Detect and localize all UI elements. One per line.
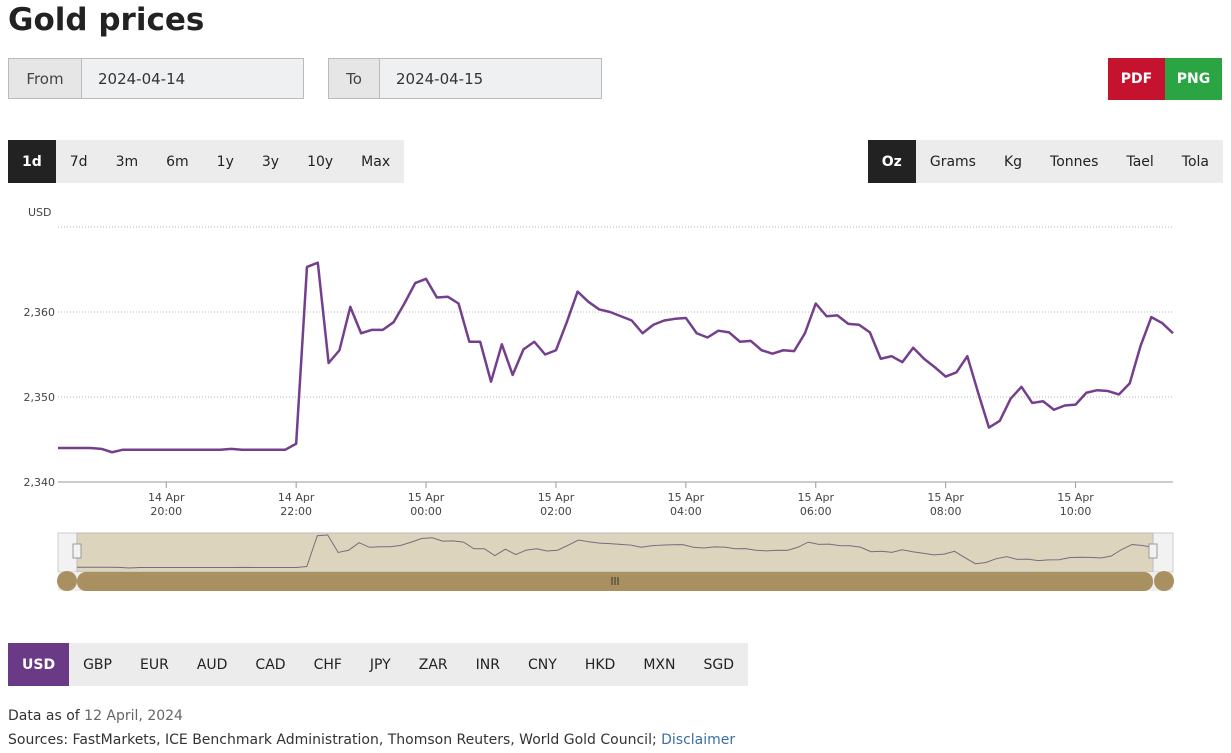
x-tick-time: 06:00 — [800, 505, 832, 518]
y-tick-label: 2,340 — [24, 476, 56, 489]
y-tick-label: 2,350 — [24, 391, 56, 404]
from-input[interactable]: 2024-04-14 — [82, 59, 303, 98]
x-tick-date: 14 Apr — [148, 491, 185, 504]
x-tick-time: 22:00 — [280, 505, 312, 518]
y-axis-label: USD — [28, 206, 52, 219]
currencie-button[interactable]: JPY — [369, 656, 391, 673]
currencie-button[interactable]: AUD — [196, 656, 228, 673]
navigator-handle — [72, 543, 82, 559]
x-tick-date: 15 Apr — [1057, 491, 1094, 504]
scroll-arrow — [57, 571, 77, 591]
currencie-button[interactable]: GBP — [83, 656, 112, 673]
range-button[interactable]: 3y — [261, 153, 280, 170]
data-date: 12 April, 2024 — [84, 708, 183, 724]
x-tick-date: 15 Apr — [408, 491, 445, 504]
to-field[interactable]: To 2024-04-15 — [328, 58, 602, 99]
currencie-button[interactable]: CAD — [255, 656, 286, 673]
unit-button[interactable]: Grams — [929, 153, 976, 170]
from-label: From — [9, 59, 82, 98]
export-button[interactable]: PNG — [1165, 58, 1222, 100]
x-tick-time: 20:00 — [150, 505, 182, 518]
from-field[interactable]: From 2024-04-14 — [8, 58, 304, 99]
to-input[interactable]: 2024-04-15 — [380, 59, 601, 98]
x-tick-date: 15 Apr — [798, 491, 835, 504]
currencie-button[interactable]: CNY — [528, 656, 557, 673]
range-button[interactable]: 1d — [8, 140, 56, 183]
page-title: Gold prices — [8, 2, 205, 38]
range-button[interactable]: 1y — [216, 153, 234, 170]
currencie-button[interactable]: INR — [475, 656, 500, 673]
currencie-button[interactable]: USD — [8, 643, 70, 686]
x-tick-date: 15 Apr — [538, 491, 575, 504]
currencie-button[interactable]: MXN — [643, 656, 676, 673]
currencie-button[interactable]: CHF — [313, 656, 342, 673]
disclaimer-link[interactable]: Disclaimer — [661, 732, 736, 748]
currency-bar: USD GBP EUR AUD CAD CHF JPY ZAR INR CNY HKD MXN SGD — [8, 643, 748, 686]
range-button[interactable]: 7d — [69, 153, 88, 170]
range-bar: 1d 7d 3m 6m 1y 3y 10y Max — [8, 140, 405, 183]
unit-button[interactable]: Tola — [1181, 153, 1209, 170]
export-button[interactable]: PDF — [1108, 58, 1165, 100]
data-as-of: Data as of 12 April, 2024 — [8, 708, 183, 724]
sources: Sources: FastMarkets, ICE Benchmark Admi… — [8, 732, 735, 748]
x-tick-time: 04:00 — [670, 505, 702, 518]
navigator-line — [77, 534, 1154, 569]
y-tick-label: 2,360 — [24, 306, 56, 319]
x-tick-time: 08:00 — [930, 505, 962, 518]
unit-button[interactable]: Oz — [867, 140, 916, 183]
range-button[interactable]: 6m — [166, 153, 189, 170]
export-buttons: PDF PNG — [1108, 58, 1222, 100]
unit-button[interactable]: Kg — [1003, 153, 1023, 170]
range-button[interactable]: 10y — [307, 153, 334, 170]
price-line — [58, 261, 1174, 454]
x-tick-date: 15 Apr — [927, 491, 964, 504]
thumb-grip — [611, 577, 619, 585]
currencie-button[interactable]: HKD — [584, 656, 616, 673]
range-button[interactable]: 3m — [115, 153, 139, 170]
sources-text: Sources: FastMarkets, ICE Benchmark Admi… — [8, 732, 657, 748]
navigator-window — [76, 532, 1154, 573]
x-tick-time: 10:00 — [1060, 505, 1092, 518]
unit-button[interactable]: Tonnes — [1050, 153, 1099, 170]
x-tick-date: 15 Apr — [668, 491, 705, 504]
x-tick-date: 14 Apr — [278, 491, 315, 504]
unit-bar: Oz Grams Kg Tonnes Tael Tola — [867, 140, 1223, 183]
scroll-arrow — [1154, 571, 1174, 591]
currencie-button[interactable]: SGD — [703, 656, 734, 673]
x-tick-time: 02:00 — [540, 505, 572, 518]
x-tick-time: 00:00 — [410, 505, 442, 518]
to-label: To — [329, 59, 380, 98]
navigator-handle — [1148, 543, 1158, 559]
currencie-button[interactable]: ZAR — [418, 656, 448, 673]
currencie-button[interactable]: EUR — [139, 656, 169, 673]
data-as-of-label: Data as of — [8, 708, 80, 724]
unit-button[interactable]: Tael — [1126, 153, 1154, 170]
range-button[interactable]: Max — [361, 153, 391, 170]
